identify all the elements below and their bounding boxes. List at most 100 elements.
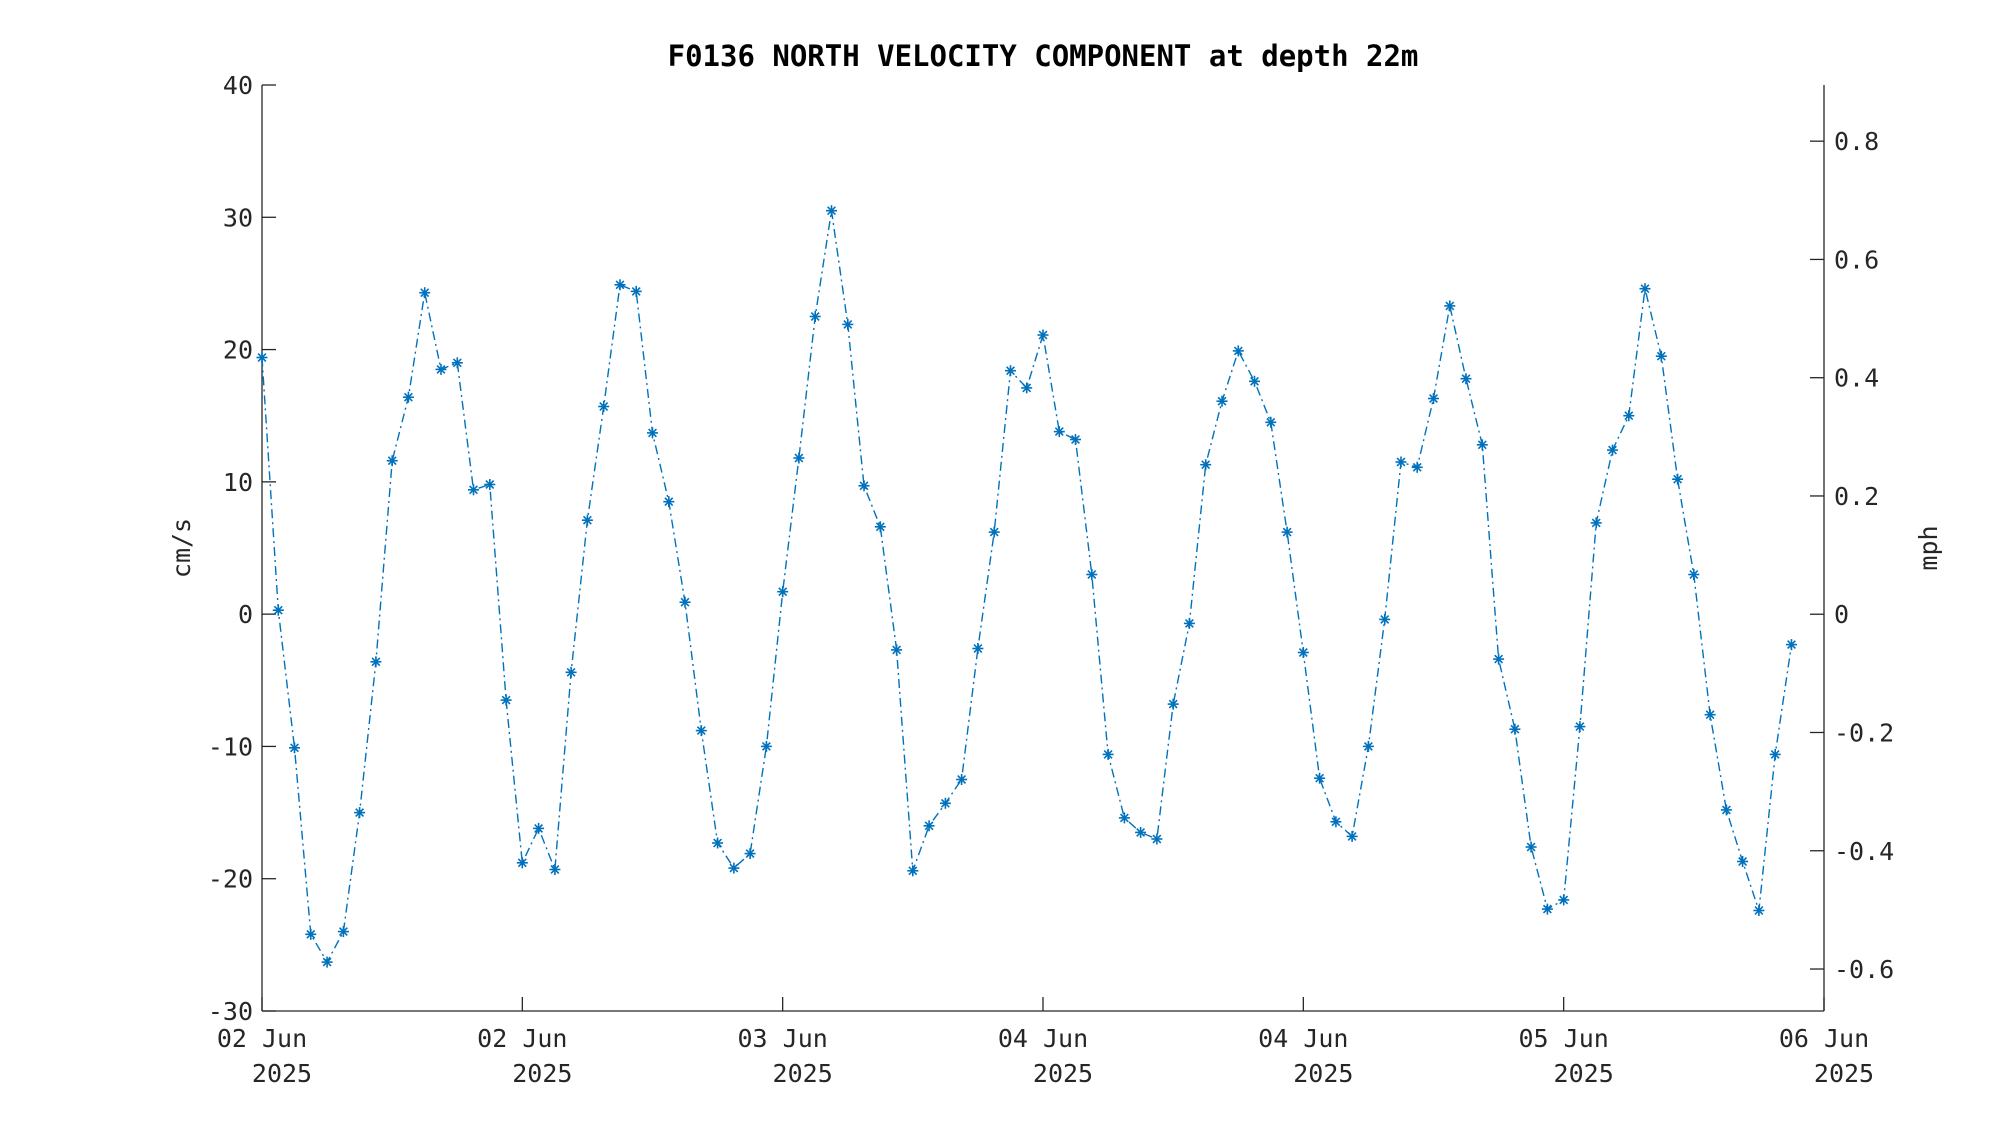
data-point-marker: [581, 514, 593, 526]
data-point-marker: [923, 820, 935, 832]
data-point-marker: [1249, 375, 1260, 387]
data-point-marker: [289, 742, 300, 754]
data-point-marker: [1428, 393, 1439, 404]
data-point-marker: [1558, 894, 1570, 906]
data-point-marker: [907, 865, 919, 877]
x-tick-label-year: 2025: [252, 1059, 312, 1088]
chart-title: F0136 NORTH VELOCITY COMPONENT at depth …: [668, 39, 1419, 73]
data-point-marker: [939, 797, 951, 809]
data-point-marker: [484, 479, 496, 490]
x-tick-label-year: 2025: [1293, 1059, 1353, 1088]
y-axis-label-right: mph: [1914, 525, 1943, 570]
left-y-ticks: 40 30 20 10 0 -10 -20 -30: [208, 71, 276, 1026]
x-tick-label-date: 02 Jun: [217, 1024, 307, 1053]
data-point-marker: [1265, 416, 1277, 428]
data-point-marker: [354, 807, 366, 819]
data-point-marker: [1216, 395, 1228, 407]
data-point-marker: [1053, 426, 1065, 438]
left-y-tick-label: 40: [223, 71, 253, 100]
data-point-marker: [956, 774, 968, 785]
data-point-marker: [972, 643, 984, 654]
data-point-marker: [468, 484, 479, 496]
data-point-marker: [1672, 473, 1684, 485]
data-point-marker: [1623, 410, 1635, 422]
x-tick-label-year: 2025: [512, 1059, 572, 1088]
data-point-marker: [842, 318, 854, 330]
left-y-tick-label: -20: [208, 865, 253, 894]
left-y-tick-label: -30: [208, 997, 253, 1026]
data-point-marker: [1525, 841, 1537, 853]
x-tick-label-year: 2025: [1033, 1059, 1093, 1088]
data-point-marker: [1476, 439, 1488, 451]
data-point-marker: [1037, 329, 1049, 341]
right-y-tick-label: 0.4: [1834, 364, 1879, 393]
data-point-marker: [565, 666, 577, 678]
data-point-marker: [663, 496, 675, 508]
right-y-tick-label: 0.2: [1834, 482, 1879, 511]
data-point-marker: [1330, 816, 1342, 828]
data-point-marker: [647, 427, 658, 439]
left-y-tick-label: 10: [223, 468, 253, 497]
data-point-marker: [1411, 461, 1423, 473]
data-point-marker: [793, 452, 805, 464]
data-point-marker: [1541, 903, 1553, 915]
x-tick-label-year: 2025: [773, 1059, 833, 1088]
data-point-marker: [451, 357, 463, 369]
left-y-tick-label: -10: [208, 732, 253, 761]
right-y-tick-label: 0.8: [1834, 127, 1879, 156]
data-point-marker: [1346, 830, 1358, 842]
data-point-marker: [1200, 459, 1212, 471]
right-y-tick-label: -0.6: [1834, 955, 1894, 984]
right-y-tick-label: 0: [1834, 600, 1849, 629]
data-point-marker: [305, 928, 317, 940]
data-point-marker: [516, 857, 528, 869]
left-y-tick-label: 0: [238, 600, 253, 629]
data-point-marker: [1379, 613, 1391, 625]
data-point-marker: [1362, 740, 1374, 752]
data-point-marker: [272, 604, 284, 616]
data-point-marker: [744, 848, 756, 860]
data-point-marker: [1151, 833, 1163, 845]
data-point-marker: [1493, 653, 1505, 665]
data-point-marker: [874, 521, 886, 533]
data-point-marker: [1232, 345, 1244, 357]
data-point-marker: [891, 644, 903, 656]
left-y-tick-label: 20: [223, 336, 253, 365]
data-point-marker: [1607, 444, 1618, 456]
x-tick-label-year: 2025: [1814, 1059, 1874, 1088]
data-point-marker: [630, 285, 642, 297]
data-point-marker: [614, 279, 626, 291]
data-point-marker: [1688, 569, 1700, 580]
data-point-marker: [1021, 382, 1033, 394]
x-tick-label-year: 2025: [1554, 1059, 1614, 1088]
data-point-marker: [1005, 365, 1016, 377]
x-ticks: 02 Jun 2025 02 Jun 2025 03 Jun 2025 04 Jun 2025…: [217, 997, 1874, 1088]
x-tick-label-date: 04 Jun: [998, 1024, 1088, 1053]
data-point-marker: [1574, 721, 1586, 733]
data-point-marker: [858, 480, 870, 492]
data-point-marker: [1167, 698, 1179, 710]
data-point-marker: [1509, 723, 1521, 735]
data-point-marker: [1070, 434, 1081, 445]
data-point-marker: [1769, 748, 1781, 760]
data-point-marker: [337, 926, 349, 938]
data-point-marker: [1720, 804, 1732, 816]
series-line: [261, 210, 1793, 964]
x-tick-label-date: 04 Jun: [1258, 1024, 1348, 1053]
y-axis-label-left: cm/s: [167, 518, 196, 578]
data-point-marker: [1444, 300, 1456, 312]
data-point-marker: [402, 391, 414, 403]
left-y-tick-label: 30: [223, 203, 253, 232]
data-point-marker: [256, 352, 268, 363]
data-point-marker: [1102, 748, 1114, 760]
data-point-marker: [1118, 812, 1130, 824]
series-layer: [256, 205, 1797, 968]
data-point-marker: [1135, 826, 1147, 838]
data-point-marker: [1704, 709, 1716, 721]
data-point-marker: [826, 205, 837, 217]
data-point-marker: [533, 822, 545, 834]
data-point-marker: [370, 656, 382, 668]
data-point-marker: [1460, 373, 1472, 385]
